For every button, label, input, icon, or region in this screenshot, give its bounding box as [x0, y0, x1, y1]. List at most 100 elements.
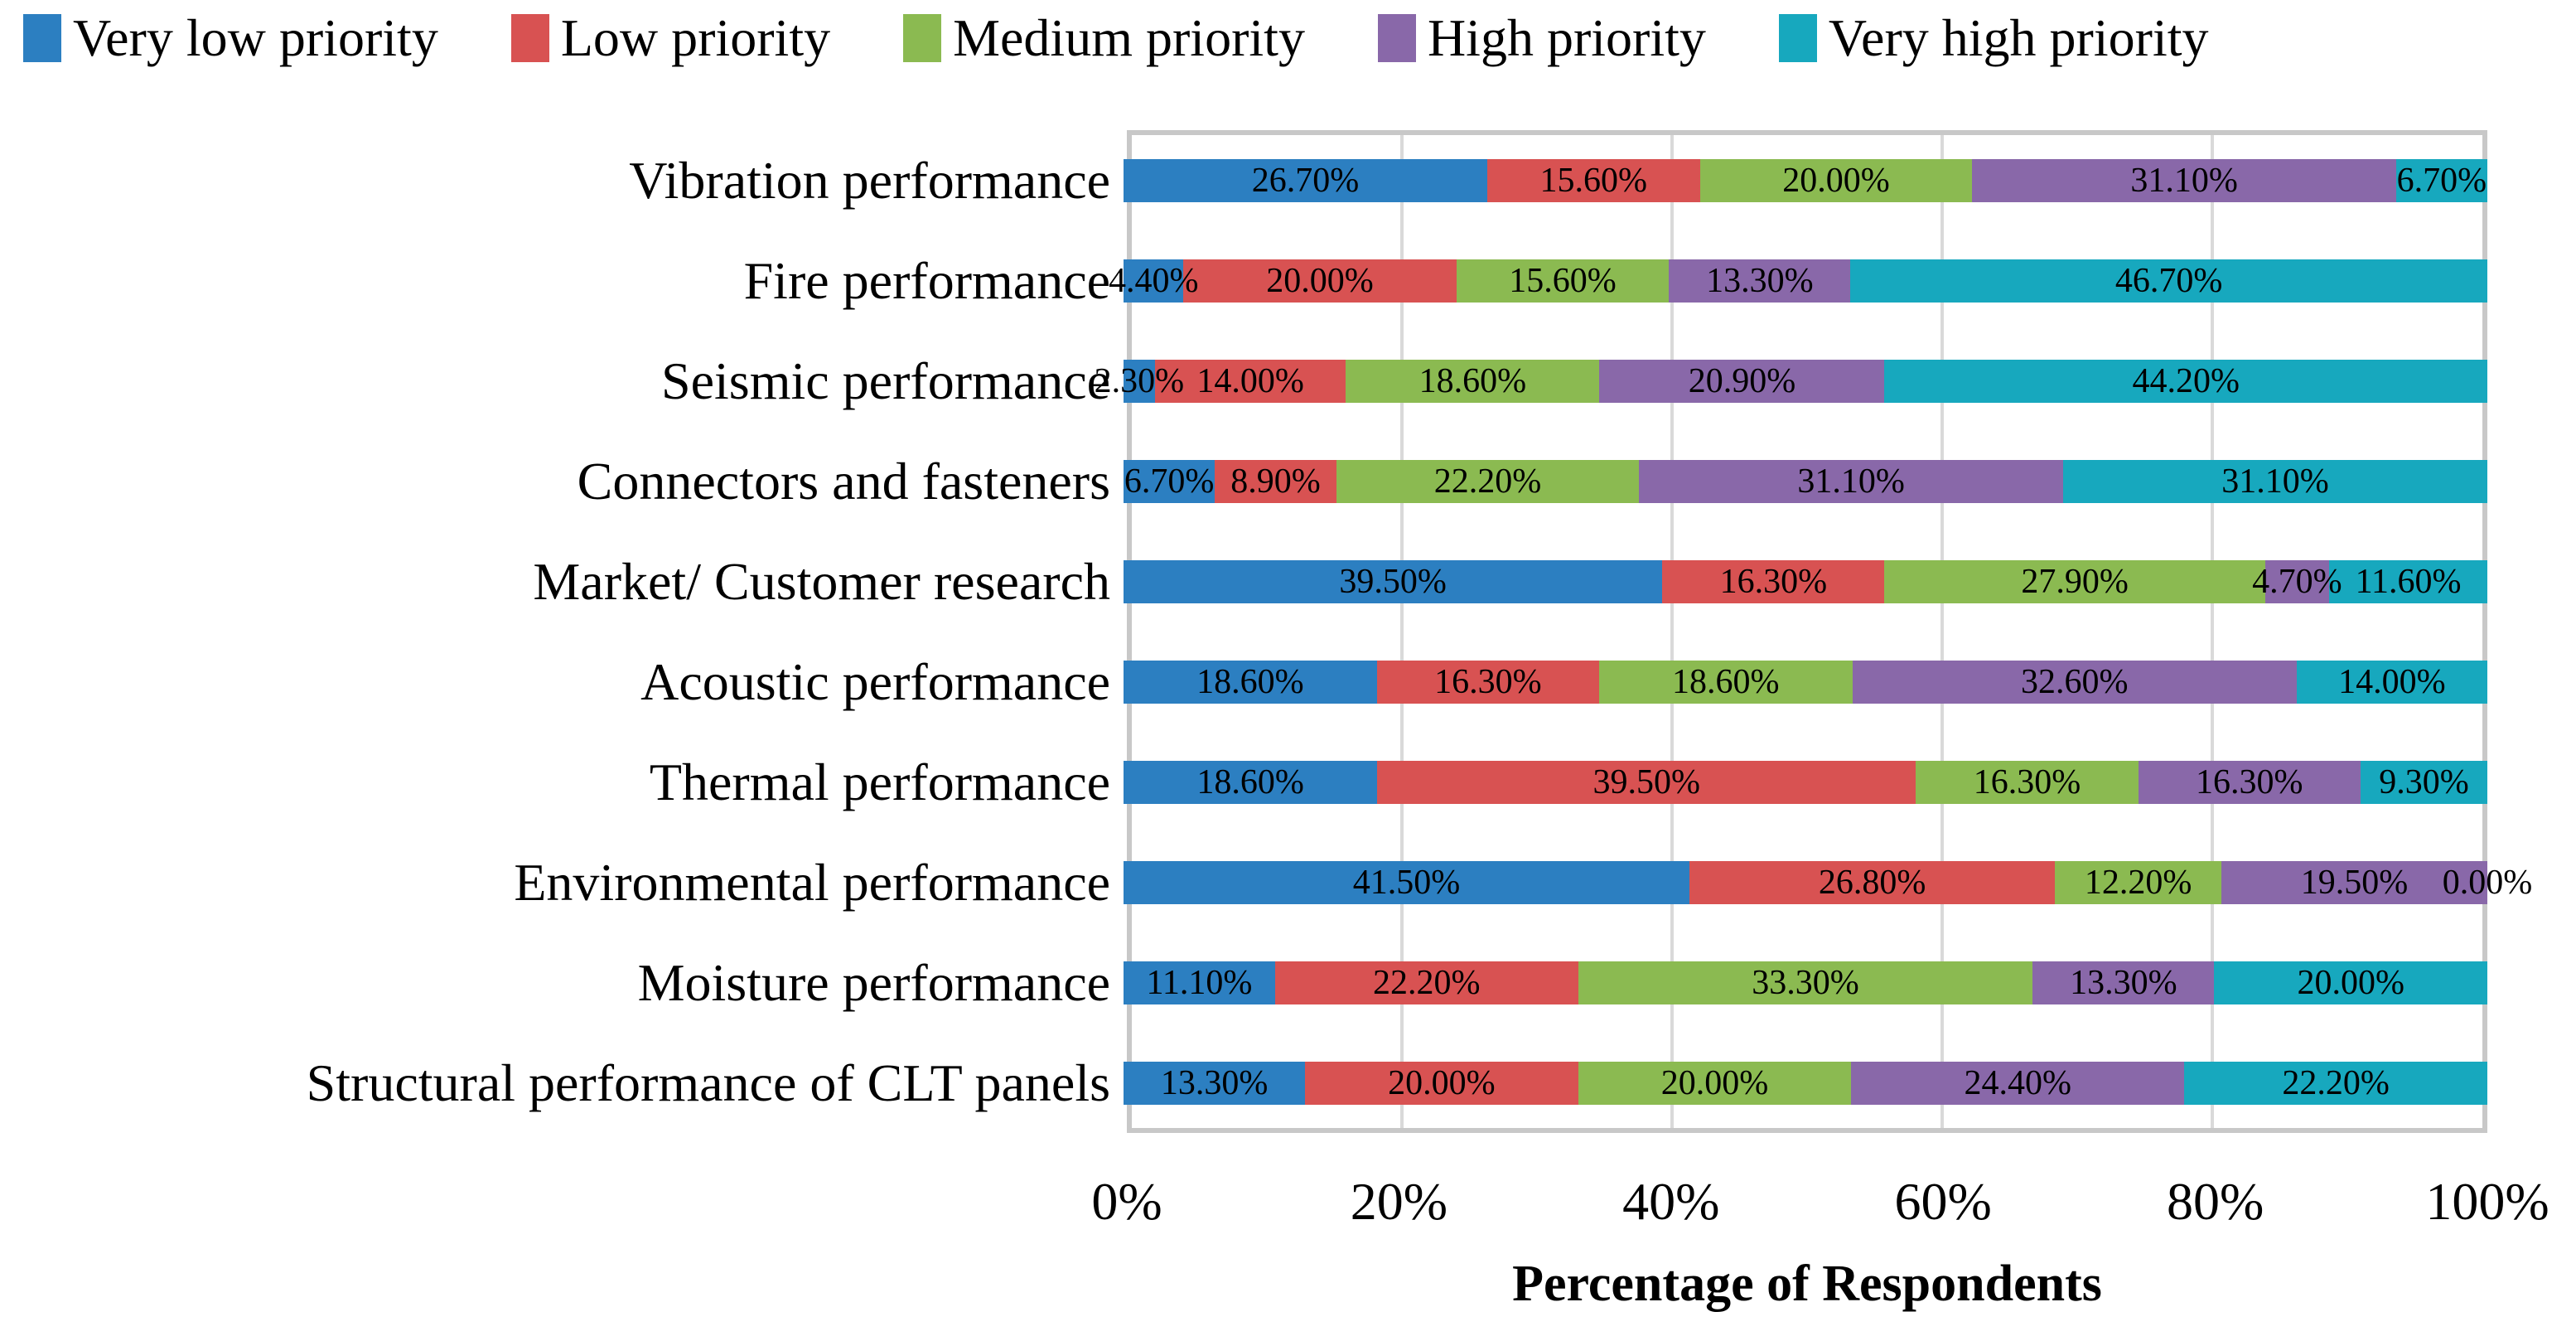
- bar-segment-low-priority: 16.30%: [1376, 660, 1599, 704]
- bar-track: 2.30% 14.00% 18.60% 20.90% 44.20%: [1095, 359, 2487, 403]
- x-axis: 0% 20% 40% 60% 80% 100%: [0, 1175, 2576, 1250]
- bar-track: 26.70% 15.60% 20.00% 31.10% 6.70%: [1124, 158, 2487, 202]
- category-label: Fire performance: [743, 250, 1110, 310]
- segment-value-label: 20.00%: [1782, 161, 1890, 200]
- bar-segment-very-high-priority: 14.00%: [2296, 660, 2487, 704]
- segment-value-label: 13.30%: [1706, 261, 1814, 300]
- bar-rows: Vibration performance 26.70% 15.60% 20.00% 3…: [0, 130, 2533, 1133]
- legend-swatch-icon: [1377, 14, 1416, 62]
- x-tick-20: 20%: [1350, 1172, 1448, 1231]
- segment-value-label: 20.00%: [1266, 261, 1374, 300]
- segment-value-label: 44.20%: [2132, 361, 2240, 400]
- bar-segment-medium-priority: 27.90%: [1884, 559, 2265, 603]
- bar-row-acoustic-performance: Acoustic performance 18.60% 16.30% 18.60% 32…: [0, 632, 2487, 732]
- bar-row-market-customer-research: Market/ Customer research 39.50% 16.30% 27.…: [0, 531, 2487, 632]
- bar-segment-high-priority: 32.60%: [1852, 660, 2297, 704]
- bar-segment-low-priority: 8.90%: [1215, 459, 1336, 503]
- segment-value-label: 41.50%: [1352, 863, 1461, 902]
- segment-value-label: 15.60%: [1509, 261, 1617, 300]
- segment-value-label: 26.80%: [1818, 863, 1926, 902]
- gridline-80: [2211, 135, 2214, 1128]
- bar-track: 11.10% 22.20% 33.30% 13.30% 20.00%: [1124, 961, 2488, 1004]
- legend-swatch-icon: [1778, 14, 1817, 62]
- segment-value-label: 22.20%: [1373, 963, 1481, 1002]
- x-axis-title: Percentage of Respondents: [1512, 1256, 2102, 1312]
- segment-value-label: 20.00%: [2297, 963, 2405, 1002]
- segment-value-label: 4.40%: [1108, 261, 1199, 300]
- segment-value-label: 14.00%: [1196, 361, 1304, 400]
- bar-track: 39.50% 16.30% 27.90% 4.70% 11.60%: [1124, 559, 2487, 603]
- segment-value-label: 46.70%: [2114, 261, 2223, 300]
- bar-segment-high-priority: 13.30%: [1669, 259, 1851, 303]
- segment-value-label: 20.00%: [1660, 1063, 1769, 1102]
- legend-item-high-priority: High priority: [1377, 8, 1706, 67]
- bar-segment-very-low-priority: 2.30%: [1095, 359, 1184, 403]
- bar-segment-high-priority: 16.30%: [2138, 760, 2361, 804]
- segment-value-label: 19.50%: [2300, 863, 2409, 902]
- segment-value-label: 11.10%: [1146, 963, 1253, 1002]
- bar-row-seismic-performance: Seismic performance 2.30% 14.00% 18.60% 20.9…: [0, 331, 2487, 431]
- bar-segment-low-priority: 26.80%: [1689, 860, 2056, 904]
- segment-value-label: 16.30%: [1719, 562, 1828, 601]
- bar-segment-very-low-priority: 6.70%: [1124, 459, 1216, 503]
- bar-segment-low-priority: 20.00%: [1305, 1061, 1578, 1105]
- bar-segment-very-high-priority: 11.60%: [2329, 559, 2487, 603]
- segment-value-label: 6.70%: [2396, 161, 2487, 200]
- legend-label: Low priority: [560, 8, 831, 67]
- x-tick-80: 80%: [2166, 1172, 2264, 1231]
- gridline-20: [1400, 135, 1404, 1128]
- legend-label: Very low priority: [73, 8, 438, 67]
- category-label: Seismic performance: [661, 351, 1110, 410]
- legend-swatch-icon: [903, 14, 942, 62]
- x-tick-60: 60%: [1894, 1172, 1992, 1231]
- bar-track: 13.30% 20.00% 20.00% 24.40% 22.20%: [1124, 1061, 2488, 1105]
- bar-row-fire-performance: Fire performance 4.40% 20.00% 15.60% 13.30% 4…: [0, 230, 2488, 331]
- bar-segment-low-priority: 15.60%: [1487, 158, 1700, 202]
- bar-segment-medium-priority: 16.30%: [1916, 760, 2139, 804]
- segment-value-label: 22.20%: [1433, 462, 1542, 501]
- segment-value-label: 16.30%: [1434, 662, 1542, 701]
- bar-row-vibration-performance: Vibration performance 26.70% 15.60% 20.00% 3…: [0, 130, 2487, 230]
- bar-segment-very-high-priority: 20.00%: [2214, 961, 2488, 1004]
- legend-item-very-low-priority: Very low priority: [23, 12, 438, 65]
- category-label: Vibration performance: [629, 150, 1110, 210]
- segment-value-label: 16.30%: [1973, 762, 2081, 801]
- segment-value-label: 4.70%: [2252, 562, 2342, 601]
- x-tick-0: 0%: [1091, 1172, 1162, 1231]
- bar-row-thermal-performance: Thermal performance 18.60% 39.50% 16.30% 16.…: [0, 732, 2487, 832]
- bar-segment-low-priority: 39.50%: [1377, 760, 1916, 804]
- legend-label: High priority: [1427, 8, 1706, 67]
- bar-segment-medium-priority: 20.00%: [1699, 158, 1973, 202]
- segment-value-label: 24.40%: [1964, 1063, 2071, 1102]
- bar-segment-very-high-priority: 31.10%: [2063, 459, 2487, 503]
- legend-swatch-icon: [510, 14, 549, 62]
- bar-row-environmental-performance: Environmental performance 41.50% 26.80% 12.…: [0, 832, 2532, 932]
- category-label: Acoustic performance: [640, 651, 1110, 711]
- bar-segment-high-priority: 19.50%: [2221, 860, 2487, 904]
- legend-label: Very high priority: [1828, 8, 2209, 67]
- bar-segment-very-low-priority: 39.50%: [1124, 559, 1663, 603]
- legend-swatch-icon: [23, 14, 61, 62]
- bar-segment-very-high-priority: 22.20%: [2184, 1061, 2488, 1105]
- segment-value-label: 22.20%: [2282, 1063, 2390, 1102]
- bar-track: 41.50% 26.80% 12.20% 19.50% 0.00%: [1124, 860, 2532, 904]
- segment-value-label: 11.60%: [2355, 562, 2462, 601]
- bar-segment-very-low-priority: 41.50%: [1124, 860, 1690, 904]
- bar-segment-medium-priority: 20.00%: [1578, 1061, 1852, 1105]
- bar-segment-high-priority: 31.10%: [1639, 459, 2064, 503]
- x-tick-100: 100%: [2425, 1172, 2549, 1231]
- segment-value-label: 33.30%: [1752, 963, 1859, 1002]
- bar-segment-high-priority: 31.10%: [1972, 158, 2396, 202]
- bar-segment-low-priority: 22.20%: [1274, 961, 1578, 1004]
- category-label: Connectors and fasteners: [577, 451, 1110, 511]
- segment-value-label: 20.00%: [1388, 1063, 1496, 1102]
- bar-segment-very-low-priority: 11.10%: [1124, 961, 1275, 1004]
- segment-value-label: 6.70%: [1124, 462, 1215, 501]
- bar-track: 6.70% 8.90% 22.20% 31.10% 31.10%: [1124, 459, 2487, 503]
- legend-item-low-priority: Low priority: [510, 8, 831, 67]
- bar-segment-very-high-priority: 9.30%: [2360, 760, 2487, 804]
- bar-segment-medium-priority: 33.30%: [1578, 961, 2033, 1004]
- segment-value-label: 18.60%: [1672, 662, 1780, 701]
- segment-value-label: 0.00%: [2442, 863, 2533, 902]
